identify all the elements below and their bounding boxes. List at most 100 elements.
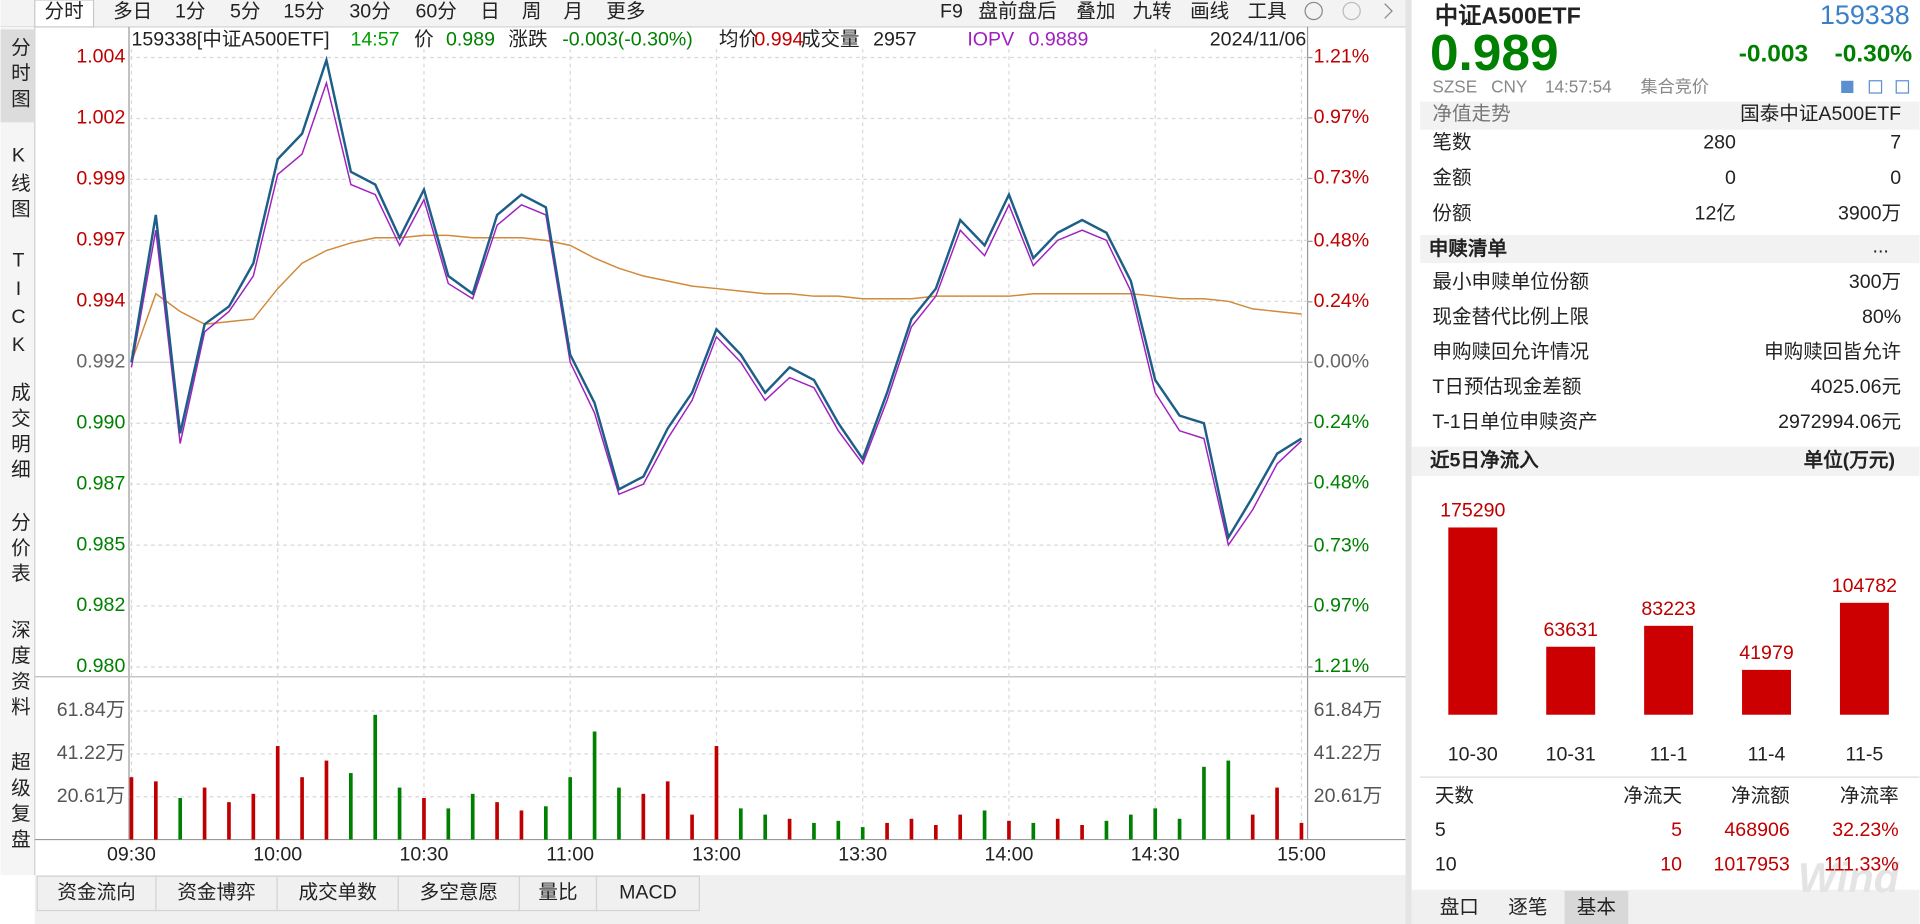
volume-bar [470,793,475,840]
edit-icon[interactable] [1841,80,1854,94]
toolbar-tab[interactable]: 多日 [113,0,152,22]
volume-bar [397,787,402,840]
side-tab[interactable]: K线图 [7,144,30,224]
volume-bar [348,773,353,840]
table-header: 天数 [1435,785,1475,807]
side-tab[interactable]: 超级复盘 [7,751,30,854]
inflow-bar [1546,646,1596,715]
panel-tab[interactable]: 盘口 [1440,896,1479,918]
row-bg [1420,234,1920,264]
volume-bar [178,797,183,840]
info-header: 净值走势 [1432,103,1510,125]
toolbar-tab[interactable]: 1分 [175,0,205,22]
y-tick-label: 61.84万 [57,699,126,721]
volume-bar [592,731,597,840]
side-tab[interactable]: TICK [7,250,29,362]
toolbar-tool[interactable]: 叠加 [1076,0,1115,22]
toolbar-tool[interactable]: 工具 [1248,0,1287,22]
quote-code: 159338 [1820,0,1910,30]
volume-bar [1128,814,1133,840]
table-cell: 10 [1660,853,1682,875]
table-cell: 32.23% [1832,819,1898,841]
x-tick-label: 13:30 [838,844,887,866]
avg-label: 均价 [719,29,758,51]
help-icon[interactable] [1342,1,1361,21]
redemption-value: 80% [1862,306,1901,328]
y2-tick-label: 0.97% [1314,106,1370,128]
toolbar-tab[interactable]: 60分 [416,0,457,22]
volume-bar [543,806,548,840]
quote-panel: 中证A500ETF 159338 0.989 -0.003 -0.30% SZS… [1411,0,1920,924]
bottom-tab-label[interactable]: 成交单数 [299,882,378,904]
bottom-tab-label[interactable]: MACD [619,882,677,904]
volume-bar [373,714,378,840]
redemption-value: 申购赎回皆允许 [1764,341,1901,363]
y2-tick-label: 0.73% [1314,534,1370,556]
toolbar-tool[interactable]: F9 [940,0,963,22]
add-icon[interactable] [1895,80,1910,94]
side-tab[interactable]: 深度资料 [7,619,30,722]
bottom-tab-label[interactable]: 资金流向 [57,882,135,904]
y-tick-label: 20.61万 [57,785,126,807]
redemption-label: 最小申赎单位份额 [1432,271,1589,293]
redemption-value: 2972994.06元 [1778,411,1901,433]
toolbar-tool[interactable]: 九转 [1133,0,1172,22]
toolbar-tab[interactable]: 5分 [230,0,260,22]
toolbar-tab[interactable]: 日 [480,0,500,22]
watermark: Wind [1798,854,1901,901]
volume-bar [641,793,646,840]
info-value: 12亿 [1695,202,1736,224]
redemption-label: T日预估现金差额 [1432,376,1581,398]
x-tick-label: 13:00 [692,844,741,866]
inflow-bar [1644,625,1694,715]
volume-bar [763,814,768,840]
bottom-tab-label[interactable]: 资金博弈 [177,882,255,904]
toolbar-tab[interactable]: 30分 [349,0,390,22]
panel-tab[interactable]: 基本 [1577,896,1616,918]
side-tab[interactable]: 分价表 [7,512,30,589]
y-tick-label: 41.22万 [1314,742,1383,764]
redemption-value: 4025.06元 [1811,376,1901,398]
change: -0.003(-0.30%) [562,29,693,51]
x-tick-label: 15:00 [1277,844,1326,866]
side-tab[interactable]: 成交明细 [7,382,30,485]
volume-bar [787,818,792,840]
x-tick-label: 14:30 [1131,844,1180,866]
y2-tick-label: 0.73% [1314,167,1370,189]
volume-bar [495,802,499,840]
toolbar-tab[interactable]: 更多 [606,0,645,22]
toolbar-tab[interactable]: 周 [522,0,542,22]
y2-tick-label: 0.24% [1314,290,1370,312]
redemption-label: 申购赎回允许情况 [1432,341,1589,363]
toolbar-tab[interactable]: 月 [563,0,583,22]
inflow-bar [1742,669,1791,715]
toolbar-tool[interactable]: 画线 [1190,0,1229,22]
next-icon[interactable] [1384,3,1393,19]
bottom-tab-label[interactable]: 多空意愿 [420,882,498,904]
active-tab-bg [34,0,95,28]
toolbar-tool[interactable]: 盘前盘后 [978,0,1056,22]
section-more[interactable]: ... [1873,235,1889,257]
settings-icon[interactable] [1304,1,1323,21]
section-title: 申赎清单 [1429,237,1507,260]
volume-bar [324,760,329,840]
x-tick-label: 14:00 [984,844,1033,866]
volume-bar [1080,825,1084,840]
info-value: 0 [1890,167,1901,189]
panel-tab[interactable]: 逐笔 [1508,896,1547,918]
x-tick-label: 11:00 [546,844,594,866]
volume-bar [665,781,670,840]
quote-price: 0.989 [1430,23,1559,81]
volume-label: 成交量 [801,29,860,51]
inflow-unit: 单位(万元) [1804,449,1895,472]
toolbar-tab[interactable]: 15分 [283,0,324,22]
volume: 2957 [873,29,917,51]
alert-icon[interactable] [1868,80,1883,94]
toolbar-tab[interactable]: 分时 [45,0,84,22]
y-tick-label: 61.84万 [1314,699,1383,721]
side-tab[interactable]: 分时图 [7,37,30,114]
bottom-tab-label[interactable]: 量比 [538,882,577,904]
inflow-value: 41979 [1739,642,1793,664]
y2-tick-label: 0.00% [1314,350,1370,372]
